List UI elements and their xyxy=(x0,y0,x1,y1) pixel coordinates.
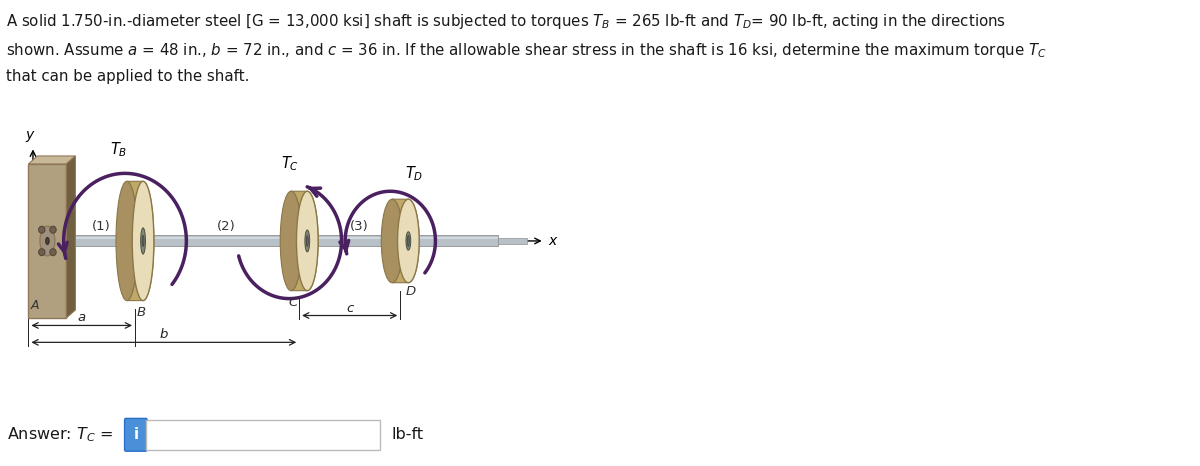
Ellipse shape xyxy=(406,232,410,250)
Polygon shape xyxy=(127,181,154,301)
Ellipse shape xyxy=(132,181,154,301)
Ellipse shape xyxy=(407,235,409,247)
Text: x: x xyxy=(548,234,557,248)
Polygon shape xyxy=(29,156,76,164)
Text: A: A xyxy=(30,299,38,312)
Text: i: i xyxy=(133,427,138,442)
Bar xyxy=(66,237,498,240)
Text: Answer: $T_C$ =: Answer: $T_C$ = xyxy=(7,425,113,444)
Text: $T_B$: $T_B$ xyxy=(109,141,127,159)
Ellipse shape xyxy=(305,230,310,252)
Text: c: c xyxy=(346,302,353,315)
Ellipse shape xyxy=(142,235,144,247)
Text: (1): (1) xyxy=(91,220,110,233)
Bar xyxy=(498,238,527,244)
Text: that can be applied to the shaft.: that can be applied to the shaft. xyxy=(6,69,250,84)
Circle shape xyxy=(50,249,56,256)
Text: C: C xyxy=(288,295,298,308)
Ellipse shape xyxy=(397,199,419,283)
Bar xyxy=(29,164,66,318)
Text: lb-ft: lb-ft xyxy=(391,427,424,442)
Ellipse shape xyxy=(116,181,138,301)
Text: D: D xyxy=(406,285,416,298)
Circle shape xyxy=(38,226,44,233)
Ellipse shape xyxy=(281,191,302,291)
Text: y: y xyxy=(25,128,34,142)
Text: shown. Assume $a$ = 48 in., $b$ = 72 in., and $c$ = 36 in. If the allowable shea: shown. Assume $a$ = 48 in., $b$ = 72 in.… xyxy=(6,41,1046,60)
Ellipse shape xyxy=(382,199,403,283)
Ellipse shape xyxy=(46,238,49,245)
FancyBboxPatch shape xyxy=(125,418,148,451)
Ellipse shape xyxy=(306,235,308,247)
Text: a: a xyxy=(78,311,85,324)
Text: A solid 1.750-in.-diameter steel [G = 13,000 ksi] shaft is subjected to torques : A solid 1.750-in.-diameter steel [G = 13… xyxy=(6,12,1006,31)
Ellipse shape xyxy=(296,191,318,291)
Polygon shape xyxy=(392,199,419,283)
Circle shape xyxy=(50,226,56,233)
Text: (3): (3) xyxy=(349,220,368,233)
Ellipse shape xyxy=(140,228,145,254)
Text: $T_D$: $T_D$ xyxy=(404,164,424,183)
Bar xyxy=(66,235,498,247)
Text: b: b xyxy=(160,329,168,342)
Ellipse shape xyxy=(40,226,55,256)
Text: $T_C$: $T_C$ xyxy=(281,155,299,173)
Text: (2): (2) xyxy=(217,220,236,233)
Polygon shape xyxy=(292,191,318,291)
Circle shape xyxy=(38,249,44,256)
FancyBboxPatch shape xyxy=(145,420,380,450)
Polygon shape xyxy=(66,156,76,318)
Text: B: B xyxy=(137,306,146,319)
